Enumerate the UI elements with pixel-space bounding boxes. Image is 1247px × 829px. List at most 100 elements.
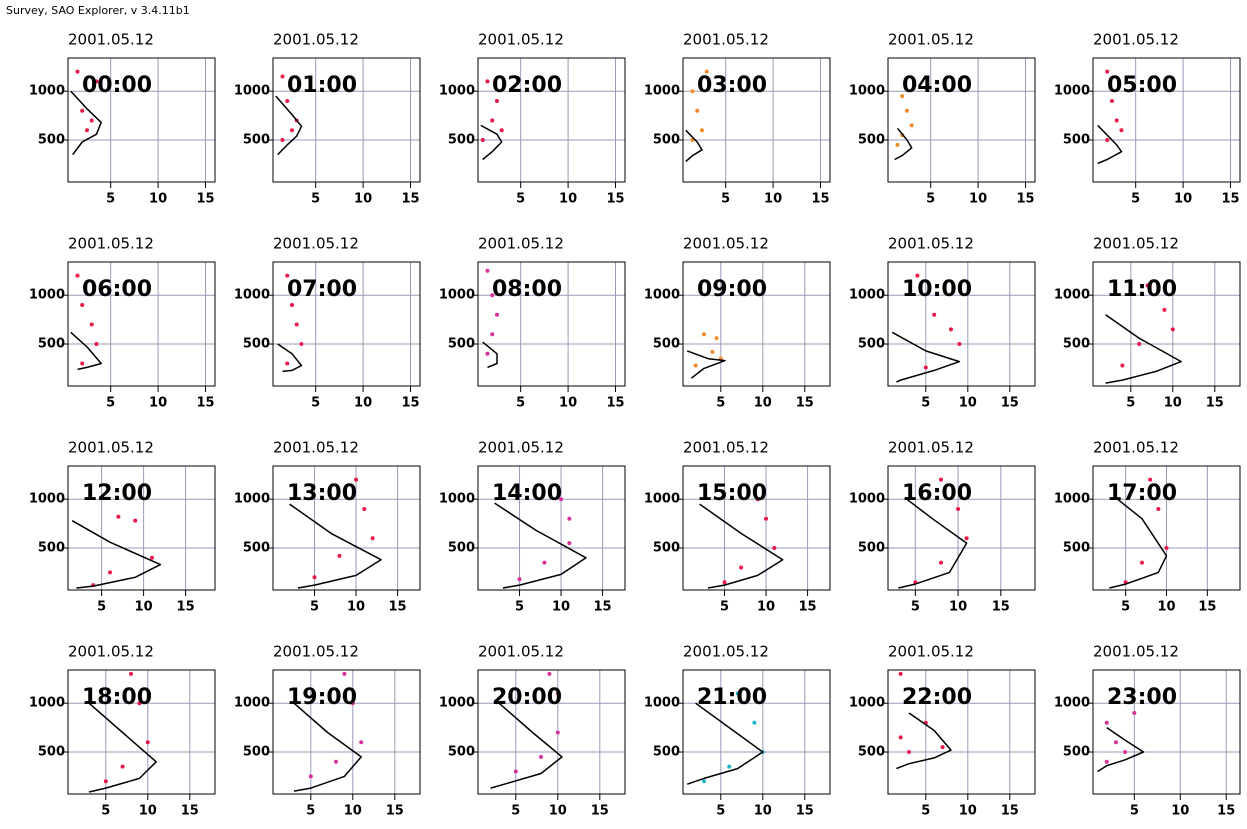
x-tick-label: 5 bbox=[921, 804, 930, 819]
hour-label: 21:00 bbox=[697, 685, 767, 710]
trace-point bbox=[932, 312, 937, 317]
x-tick-label: 5 bbox=[106, 396, 115, 411]
panel-title: 2001.05.12 bbox=[273, 643, 359, 661]
profile-line bbox=[1109, 498, 1168, 589]
trace-point bbox=[89, 322, 94, 327]
trace-point bbox=[690, 89, 695, 94]
panel-title: 2001.05.12 bbox=[273, 235, 359, 253]
trace-point bbox=[133, 518, 138, 523]
y-tick-label: 500 bbox=[448, 133, 475, 148]
trace-point bbox=[735, 691, 740, 696]
hour-label: 04:00 bbox=[902, 73, 972, 98]
plot-border bbox=[887, 465, 1036, 591]
panel: 2001.05.12 5 10 15 500 1000 20:00 bbox=[439, 643, 626, 819]
hour-label: 18:00 bbox=[82, 685, 152, 710]
trace-point bbox=[80, 361, 85, 366]
x-tick-label: 15 bbox=[1221, 192, 1239, 207]
profile-line bbox=[898, 498, 968, 589]
trace-point bbox=[699, 128, 704, 133]
trace-point bbox=[567, 516, 572, 521]
y-tick-label: 1000 bbox=[439, 492, 475, 507]
trace-point bbox=[555, 691, 560, 696]
panel-title: 2001.05.12 bbox=[478, 643, 564, 661]
trace-point bbox=[1156, 506, 1161, 511]
panel: 2001.05.12 5 10 15 500 1000 01:00 bbox=[234, 31, 421, 207]
x-tick-label: 10 bbox=[135, 600, 153, 615]
trace-point bbox=[764, 516, 769, 521]
x-tick-label: 10 bbox=[549, 804, 567, 819]
panel-title: 2001.05.12 bbox=[1093, 439, 1179, 457]
panel: 2001.05.12 5 10 15 500 1000 14:00 bbox=[439, 439, 626, 615]
x-tick-label: 5 bbox=[720, 600, 729, 615]
trace-point bbox=[542, 560, 547, 565]
hour-label: 00:00 bbox=[82, 73, 152, 98]
trace-point bbox=[294, 322, 299, 327]
profile-line bbox=[1097, 726, 1145, 773]
x-tick-label: 10 bbox=[552, 600, 570, 615]
trace-point bbox=[739, 565, 744, 570]
x-tick-label: 5 bbox=[1130, 804, 1139, 819]
profile-line bbox=[685, 129, 703, 163]
profile-line bbox=[686, 350, 726, 379]
panel-title: 2001.05.12 bbox=[888, 643, 974, 661]
panel: 2001.05.12 5 10 15 500 1000 15:00 bbox=[644, 439, 831, 615]
plot-frame bbox=[888, 670, 1035, 794]
plot-border bbox=[67, 669, 216, 795]
plot-frame bbox=[683, 670, 830, 794]
panel: 2001.05.12 5 10 15 500 1000 11:00 bbox=[1054, 235, 1241, 411]
x-tick-label: 15 bbox=[799, 600, 817, 615]
panel-title: 2001.05.12 bbox=[1093, 643, 1179, 661]
x-tick-label: 15 bbox=[386, 804, 404, 819]
trace-point bbox=[108, 570, 112, 575]
trace-point bbox=[909, 123, 914, 128]
y-tick-label: 500 bbox=[653, 745, 680, 760]
y-tick-label: 1000 bbox=[644, 492, 680, 507]
x-tick-label: 15 bbox=[1217, 804, 1235, 819]
profile-line bbox=[289, 503, 382, 589]
panel: 2001.05.12 5 10 15 500 1000 08:00 bbox=[439, 235, 626, 411]
trace-point bbox=[354, 477, 359, 482]
panel-title: 2001.05.12 bbox=[888, 31, 974, 49]
trace-point bbox=[490, 293, 495, 298]
panel: 2001.05.12 5 10 15 500 1000 10:00 bbox=[849, 235, 1036, 411]
profile-line bbox=[494, 502, 587, 589]
plot-frame bbox=[68, 466, 215, 590]
panel-title: 2001.05.12 bbox=[683, 439, 769, 457]
plot-border bbox=[682, 669, 831, 795]
y-tick-label: 1000 bbox=[849, 84, 885, 99]
x-tick-label: 10 bbox=[139, 804, 157, 819]
trace-point bbox=[120, 764, 125, 769]
hour-label: 03:00 bbox=[697, 73, 767, 98]
trace-point bbox=[895, 142, 900, 147]
trace-point bbox=[1170, 327, 1175, 332]
panel-title: 2001.05.12 bbox=[683, 235, 769, 253]
y-tick-label: 500 bbox=[858, 337, 885, 352]
trace-point bbox=[370, 536, 375, 541]
x-tick-label: 15 bbox=[177, 600, 195, 615]
trace-point bbox=[702, 332, 706, 337]
panel: 2001.05.12 5 10 15 500 1000 05:00 bbox=[1054, 31, 1241, 207]
trace-point bbox=[490, 332, 495, 337]
trace-point bbox=[1148, 477, 1153, 482]
y-tick-label: 1000 bbox=[29, 696, 65, 711]
app-header: Survey, SAO Explorer, v 3.4.11b1 bbox=[6, 4, 190, 17]
profile-line bbox=[891, 331, 961, 383]
profile-line bbox=[275, 95, 303, 156]
x-tick-label: 10 bbox=[354, 192, 372, 207]
trace-point bbox=[494, 98, 499, 103]
x-tick-label: 15 bbox=[1001, 804, 1019, 819]
y-tick-label: 1000 bbox=[234, 288, 270, 303]
profile-line bbox=[894, 127, 913, 161]
trace-point bbox=[485, 79, 490, 84]
x-tick-label: 15 bbox=[196, 396, 214, 411]
y-tick-label: 500 bbox=[1063, 337, 1090, 352]
plot-frame bbox=[478, 670, 625, 794]
plot-border bbox=[67, 57, 216, 183]
trace-point bbox=[513, 769, 518, 774]
y-tick-label: 500 bbox=[243, 337, 270, 352]
plot-frame bbox=[888, 262, 1035, 386]
hour-label: 20:00 bbox=[492, 685, 562, 710]
trace-point bbox=[722, 580, 727, 585]
x-tick-label: 5 bbox=[516, 192, 525, 207]
